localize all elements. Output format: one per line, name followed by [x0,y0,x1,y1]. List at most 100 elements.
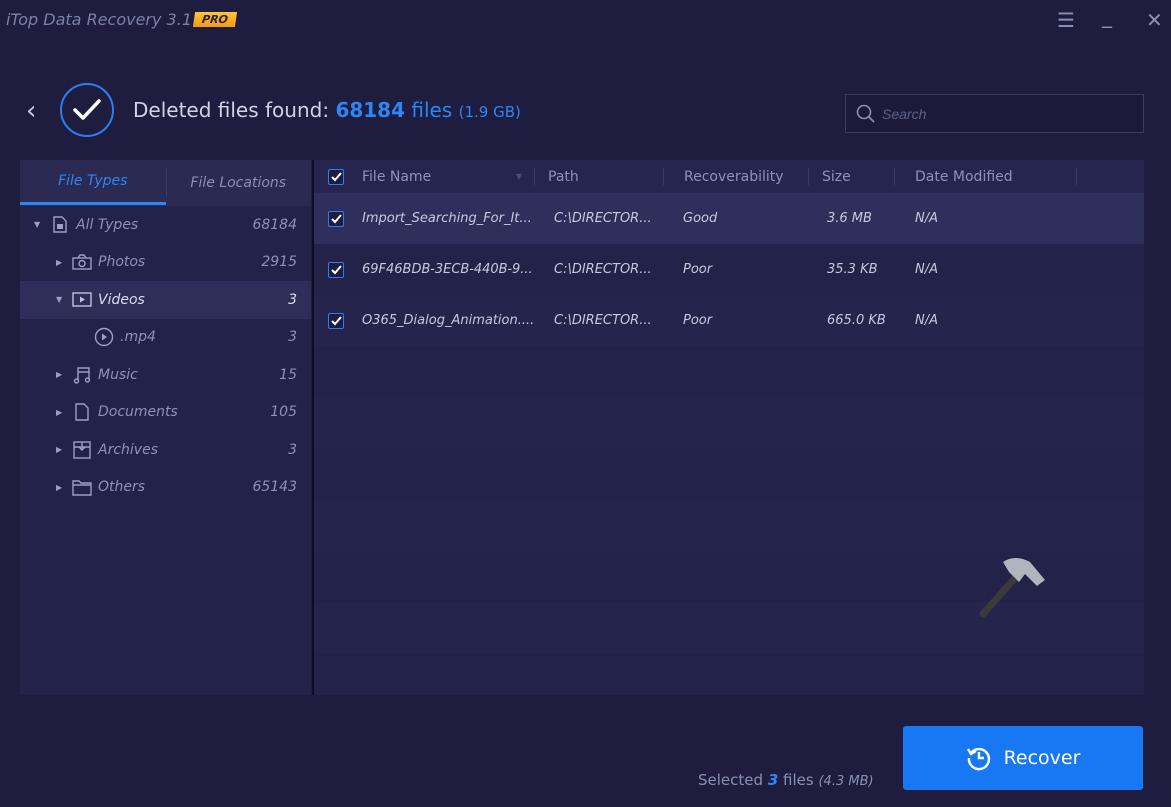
cell-size: 665.0 KB [827,313,886,328]
column-label: Path [548,168,579,185]
folder-icon [72,478,92,496]
tree-count: 3 [288,291,297,308]
sort-arrow-icon: ▼ [515,172,522,181]
cell-recoverability: Good [683,211,718,226]
selected-count: 3 [767,771,779,789]
cell-path: C:\DIRECTOR... [554,262,652,277]
tree-label: Others [98,479,146,496]
close-icon[interactable]: ✕ [1146,8,1163,32]
tree-label: .mp4 [120,329,156,346]
tree-label: Archives [98,441,158,458]
app-title: iTop Data Recovery 3.1 [6,10,192,29]
expand-arrow-icon[interactable]: ▶ [56,482,63,492]
tree-item-mp4[interactable]: .mp4 3 [20,319,311,357]
check-circle-icon [60,83,114,137]
files-word: files [411,98,453,122]
selection-status: Selected 3 files (4.3 MB) [698,771,874,789]
tree-item-archives[interactable]: ▶ Archives 3 [20,431,311,469]
tree-item-all-types[interactable]: ▼ All Types 68184 [20,206,311,244]
document-icon [50,216,70,234]
select-all-checkbox[interactable] [328,168,344,185]
expand-arrow-icon[interactable]: ▶ [56,445,63,455]
tree-count: 105 [270,404,297,421]
selected-files-word: files [783,771,814,789]
found-size: (1.9 GB) [458,103,521,121]
tree-count: 65143 [252,479,297,496]
column-label: Recoverability [684,168,784,185]
tree-item-videos[interactable]: ▼ Videos 3 [20,281,311,319]
empty-row [314,397,1144,449]
selected-label: Selected [698,771,764,789]
minimize-icon[interactable]: _ [1102,4,1112,28]
tree-count: 2915 [261,254,297,271]
table-header: File Name ▼ Path Recoverability Size Date… [314,160,1144,193]
summary-label: Deleted files found: [133,98,330,122]
tab-file-locations[interactable]: File Locations [165,160,312,205]
cell-recoverability: Poor [683,262,713,277]
back-button[interactable]: ‹ [26,96,37,126]
music-icon [72,366,92,384]
cell-file-name: 69F46BDB-3ECB-440B-9... [362,262,533,277]
cell-size: 3.6 MB [827,211,872,226]
cell-size: 35.3 KB [827,262,878,277]
camera-icon [72,253,92,271]
column-spacer [1076,160,1136,193]
tree-label: Documents [98,404,178,421]
empty-row [314,602,1144,654]
empty-row [314,346,1144,397]
expand-arrow-icon[interactable]: ▶ [56,407,63,417]
tree-item-others[interactable]: ▶ Others 65143 [20,469,311,507]
file-icon [72,403,92,421]
tree-label: Photos [98,254,146,271]
hamburger-icon[interactable]: ☰ [1057,8,1075,32]
table-row[interactable]: Import_Searching_For_It... C:\DIRECTOR..… [314,193,1144,244]
search-input[interactable] [882,105,1132,122]
column-recoverability[interactable]: Recoverability [663,160,808,193]
cell-date: N/A [915,211,938,226]
cell-date: N/A [915,262,938,277]
file-table: File Name ▼ Path Recoverability Size Date… [314,160,1144,695]
column-size[interactable]: Size [808,160,894,193]
scan-summary: Deleted files found: 68184 files (1.9 GB… [133,98,521,122]
column-date-modified[interactable]: Date Modified [894,160,1076,193]
table-row[interactable]: 69F46BDB-3ECB-440B-9... C:\DIRECTOR... P… [314,244,1144,295]
tree-count: 3 [288,441,297,458]
tree-item-photos[interactable]: ▶ Photos 2915 [20,244,311,282]
row-checkbox[interactable] [328,261,344,278]
recover-label: Recover [1003,747,1081,769]
tree-item-documents[interactable]: ▶ Documents 105 [20,394,311,432]
table-row[interactable]: O365_Dialog_Animation.... C:\DIRECTOR...… [314,295,1144,346]
cell-recoverability: Poor [683,313,713,328]
column-path[interactable]: Path [534,160,663,193]
column-label: Size [822,168,851,185]
column-label: Date Modified [915,168,1013,185]
search-box[interactable] [845,94,1144,133]
panel-divider[interactable] [312,160,314,695]
play-circle-icon [94,328,114,347]
tree-count: 3 [288,329,297,346]
tree-item-music[interactable]: ▶ Music 15 [20,356,311,394]
expand-arrow-icon[interactable]: ▼ [56,295,63,305]
expand-arrow-icon[interactable]: ▶ [56,257,63,267]
tree-label: All Types [76,216,139,233]
tree-label: Videos [98,291,145,308]
cell-date: N/A [915,313,938,328]
cell-file-name: Import_Searching_For_It... [362,211,532,226]
history-icon [966,747,990,771]
column-label: File Name [362,168,432,185]
pro-badge: PRO [192,12,237,27]
tab-file-types[interactable]: File Types [20,160,166,205]
column-file-name[interactable]: File Name ▼ [362,160,534,193]
video-icon [72,291,92,309]
recover-button[interactable]: Recover [903,726,1143,790]
row-checkbox[interactable] [328,210,344,227]
hammer-watermark-icon [979,558,1045,618]
expand-arrow-icon[interactable]: ▶ [56,370,63,380]
row-checkbox[interactable] [328,312,344,329]
search-icon [856,104,875,123]
expand-arrow-icon[interactable]: ▼ [34,220,41,230]
found-count: 68184 [335,98,406,122]
cell-path: C:\DIRECTOR... [554,211,652,226]
archive-icon [72,441,92,459]
selected-size: (4.3 MB) [818,774,874,789]
